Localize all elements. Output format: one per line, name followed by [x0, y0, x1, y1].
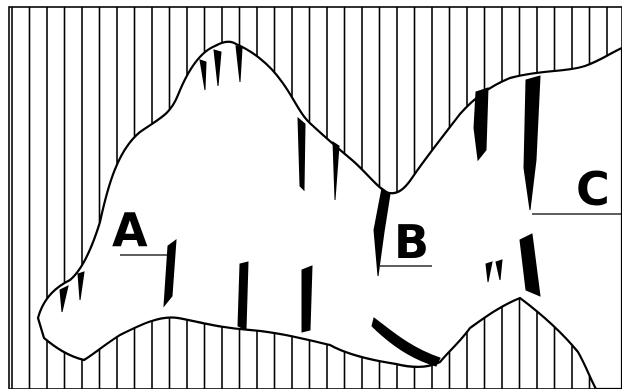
label-c: C: [576, 162, 610, 216]
diagram-frame: [8, 6, 622, 389]
leader-lines: [120, 213, 622, 267]
speleothems: [59, 45, 541, 367]
label-b: B: [394, 215, 429, 269]
label-a: A: [112, 203, 148, 257]
